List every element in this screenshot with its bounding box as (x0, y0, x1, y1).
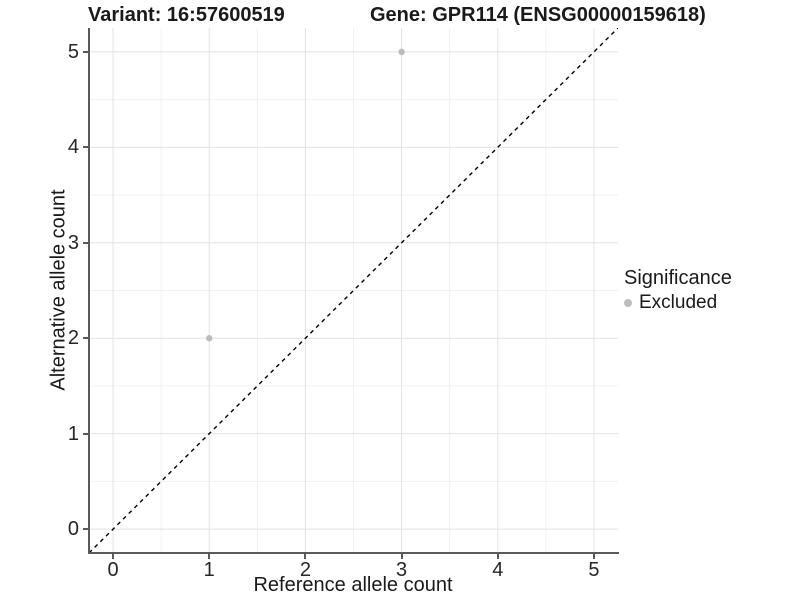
x-tick-label: 5 (588, 559, 600, 581)
legend: Significance Excluded (624, 266, 732, 314)
y-tick-label: 0 (67, 518, 79, 541)
y-tick-mark (83, 528, 88, 531)
y-tick-mark (83, 241, 88, 244)
x-tick-mark (496, 554, 499, 559)
gene-title: Gene: GPR114 (ENSG00000159618) (370, 4, 706, 26)
x-tick-label: 4 (492, 559, 504, 581)
plot-canvas (89, 28, 618, 553)
y-tick-label: 4 (67, 136, 79, 159)
y-tick-mark (83, 432, 88, 435)
y-tick-mark (83, 146, 88, 149)
y-tick-label: 1 (67, 422, 79, 445)
y-tick-label: 3 (67, 231, 79, 254)
x-tick-mark (112, 554, 115, 559)
y-tick-label: 5 (67, 40, 79, 63)
y-tick-mark (83, 337, 88, 340)
y-axis-title: Alternative allele count (47, 189, 70, 391)
y-tick-label: 2 (67, 327, 79, 350)
x-tick-label: 3 (396, 559, 408, 581)
x-tick-label: 2 (299, 559, 311, 581)
x-tick-mark (304, 554, 307, 559)
data-point (398, 48, 405, 56)
legend-swatch-excluded (624, 299, 632, 307)
legend-title: Significance (624, 267, 732, 289)
x-tick-mark (592, 554, 595, 559)
variant-title: Variant: 16:57600519 (88, 4, 285, 26)
x-tick-mark (400, 554, 403, 559)
plot-panel (89, 28, 618, 553)
x-tick-mark (208, 554, 211, 559)
data-point (206, 335, 213, 342)
legend-item-excluded: Excluded (624, 292, 732, 314)
y-tick-mark (83, 50, 88, 53)
x-tick-label: 1 (203, 559, 215, 581)
x-axis-title: Reference allele count (253, 574, 453, 596)
x-tick-label: 0 (107, 559, 119, 581)
legend-item-label: Excluded (639, 292, 718, 313)
